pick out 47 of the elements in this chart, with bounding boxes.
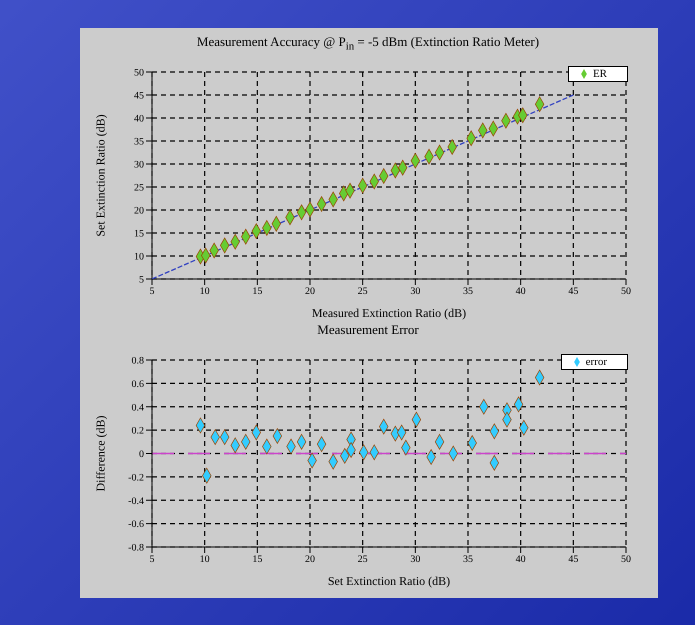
y-tick-label: 10 (134, 252, 144, 263)
y-tick-label: -0.8 (128, 542, 144, 554)
chart-title: Measurement Accuracy @ P$_{in}$ = -5 dBm (Extinction Ratio Meter) (196, 34, 540, 53)
y-tick-label: -0.6 (128, 519, 144, 530)
x-tick-label: 25 (358, 554, 368, 566)
legend-label: error (586, 356, 607, 368)
y-tick-label: 30 (134, 160, 144, 171)
y-tick-label: 25 (134, 182, 144, 194)
x-tick-label: 15 (252, 286, 262, 298)
legend-label: ER (592, 68, 607, 80)
y-tick-label: -0.4 (128, 496, 144, 507)
x-tick-label: 5 (150, 286, 154, 298)
x-tick-label: 35 (463, 286, 473, 298)
x-tick-label: 45 (568, 554, 578, 566)
y-tick-label: 0 (139, 449, 144, 460)
y-tick-label: 0.8 (132, 356, 144, 367)
chart-title: Measurement Error (316, 322, 420, 339)
x-tick-label: 15 (252, 554, 262, 566)
y-tick-label: 5 (139, 274, 144, 286)
y-axis-title: Difference (dB) (93, 415, 108, 492)
x-tick-label: 25 (358, 286, 368, 298)
y-tick-label: 15 (134, 228, 144, 240)
y-tick-label: 20 (134, 206, 144, 217)
x-tick-label: 30 (410, 554, 420, 566)
x-tick-label: 50 (621, 286, 631, 298)
x-tick-label: 30 (410, 286, 420, 298)
y-tick-label: 40 (134, 114, 144, 125)
y-tick-label: -0.2 (128, 472, 144, 484)
x-tick-label: 20 (305, 554, 315, 566)
x-axis-title: Measured Extinction Ratio (dB) (312, 306, 466, 320)
y-tick-label: 50 (134, 68, 144, 79)
x-tick-label: 10 (200, 554, 210, 566)
y-tick-label: 0.4 (132, 402, 144, 414)
x-tick-label: 35 (463, 554, 473, 566)
x-tick-label: 45 (568, 286, 578, 298)
y-axis-title: Set Extinction Ratio (dB) (93, 114, 108, 237)
y-tick-label: 35 (134, 136, 144, 148)
x-tick-label: 10 (200, 286, 210, 298)
y-tick-label: 45 (134, 90, 144, 102)
x-tick-label: 40 (516, 286, 526, 298)
x-tick-label: 5 (150, 554, 154, 566)
x-axis-title: Set Extinction Ratio (dB) (328, 574, 450, 588)
y-tick-label: 0.2 (132, 426, 144, 437)
x-tick-label: 20 (305, 286, 315, 298)
y-tick-label: 0.6 (132, 378, 144, 390)
x-tick-label: 50 (621, 554, 631, 566)
x-tick-label: 40 (516, 554, 526, 566)
